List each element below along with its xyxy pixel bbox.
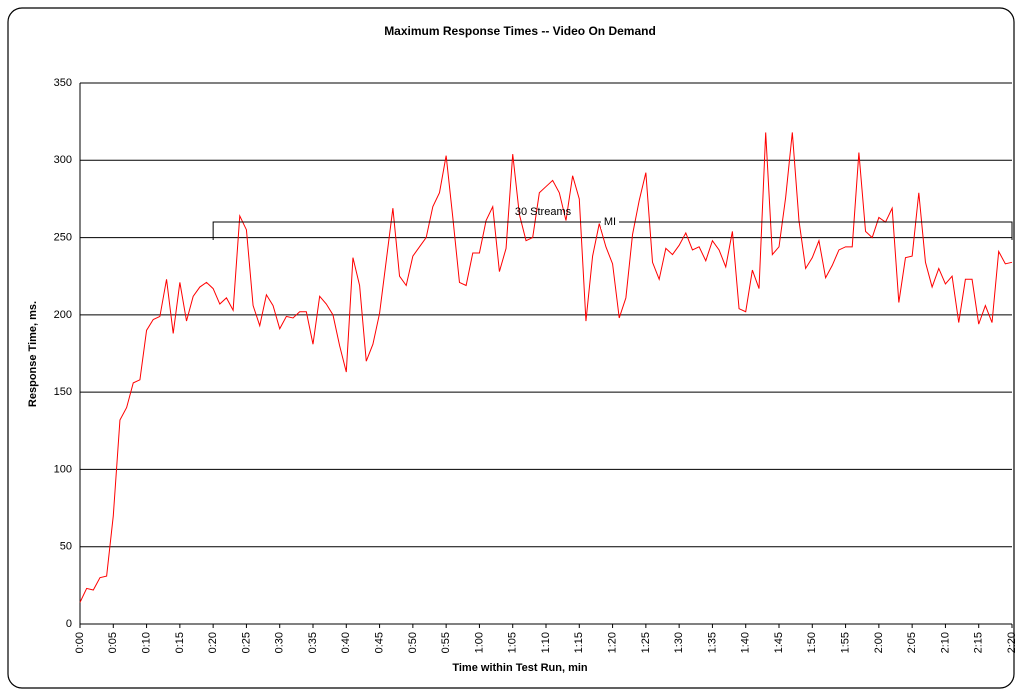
x-tick-label: 1:45 <box>773 632 785 653</box>
x-tick-label: 0:20 <box>207 632 219 653</box>
x-tick-label: 1:25 <box>640 632 652 653</box>
x-tick-label: 1:40 <box>740 632 752 653</box>
x-tick-label: 2:20 <box>1006 632 1018 653</box>
y-tick-label: 150 <box>54 386 72 398</box>
x-tick-label: 1:55 <box>839 632 851 653</box>
x-tick-label: 1:20 <box>606 632 618 653</box>
x-tick-label: 2:05 <box>906 632 918 653</box>
x-tick-label: 0:00 <box>74 632 86 653</box>
y-axis-label: Response Time, ms. <box>27 301 39 407</box>
x-tick-label: 0:40 <box>340 632 352 653</box>
x-tick-label: 0:25 <box>240 632 252 653</box>
x-tick-label: 0:50 <box>407 632 419 653</box>
x-tick-label: 1:10 <box>540 632 552 653</box>
x-tick-label: 0:35 <box>307 632 319 653</box>
y-tick-label: 300 <box>54 154 72 166</box>
x-tick-label: 1:35 <box>706 632 718 653</box>
x-tick-label: 2:10 <box>939 632 951 653</box>
x-tick-label: 0:10 <box>140 632 152 653</box>
x-tick-label: 1:30 <box>673 632 685 653</box>
annotation-bg <box>601 215 619 229</box>
x-tick-label: 2:15 <box>973 632 985 653</box>
y-tick-label: 250 <box>54 231 72 243</box>
x-tick-label: 0:30 <box>274 632 286 653</box>
x-tick-label: 2:00 <box>873 632 885 653</box>
x-tick-label: 1:05 <box>507 632 519 653</box>
annotation-text: MI <box>604 216 616 228</box>
line-series <box>79 132 1013 603</box>
chart-frame <box>7 7 1015 689</box>
x-tick-label: 1:15 <box>573 632 585 653</box>
chart-title: Maximum Response Times -- Video On Deman… <box>384 24 656 38</box>
x-tick-label: 0:15 <box>174 632 186 653</box>
y-tick-label: 0 <box>66 618 72 630</box>
x-tick-label: 0:45 <box>373 632 385 653</box>
x-tick-label: 1:00 <box>473 632 485 653</box>
y-tick-label: 50 <box>60 541 72 553</box>
x-tick-label: 0:05 <box>107 632 119 653</box>
x-tick-label: 1:50 <box>806 632 818 653</box>
annotation-text: 30 Streams <box>515 206 572 218</box>
x-axis-label: Time within Test Run, min <box>452 662 588 674</box>
y-tick-label: 100 <box>54 463 72 475</box>
y-tick-label: 200 <box>54 309 72 321</box>
x-tick-label: 0:55 <box>440 632 452 653</box>
y-tick-label: 350 <box>54 77 72 89</box>
